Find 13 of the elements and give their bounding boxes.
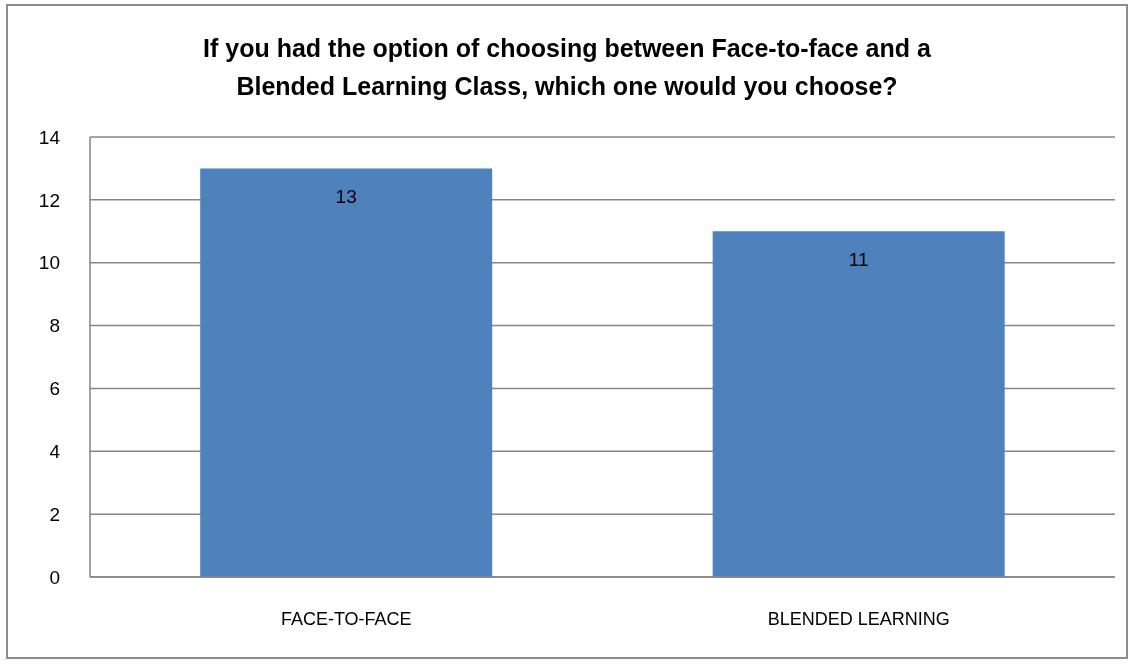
x-tick-label: FACE-TO-FACE [280, 608, 412, 629]
chart-title: If you had the option of choosing between Face-to-face and a Blended Learning Class, which one would you choose? [202, 33, 932, 102]
x-tick-label: BLENDED LEARNING [767, 608, 950, 629]
y-tick-label: 14 [38, 126, 61, 148]
y-tick-label: 8 [49, 315, 60, 337]
y-tick-label: 6 [49, 378, 60, 400]
y-tick-label: 2 [49, 503, 60, 525]
y-tick-label: 4 [49, 441, 61, 463]
data-label: 13 [335, 185, 357, 207]
data-label: 11 [848, 248, 869, 270]
y-tick-label: 0 [49, 566, 60, 588]
y-tick-label: 12 [38, 189, 60, 211]
y-tick-label: 10 [38, 252, 60, 274]
